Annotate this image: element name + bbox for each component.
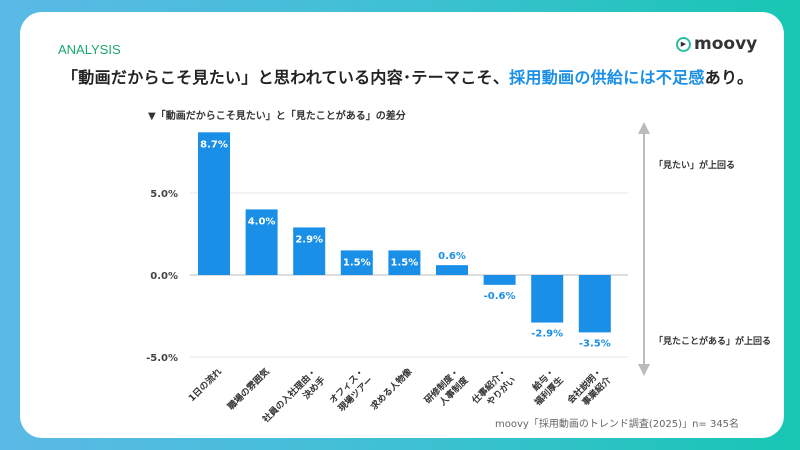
data-label: 2.9% bbox=[295, 234, 323, 245]
bar bbox=[198, 132, 230, 275]
logo: ▶ moovy bbox=[676, 34, 757, 54]
bar bbox=[245, 209, 278, 275]
headline-part1: 「動画だからこそ見たい」と思われている内容･テーマこそ、 bbox=[62, 68, 510, 87]
bar bbox=[388, 250, 421, 275]
data-label: 4.0% bbox=[248, 216, 276, 227]
x-tick-label: 仕事紹介・やりがい bbox=[469, 366, 519, 416]
section-tag: ANALYSIS bbox=[58, 42, 121, 57]
headline-highlight: 採用動画の供給には不足感 bbox=[509, 68, 705, 87]
x-tick-label: 給与・福利厚生 bbox=[523, 366, 566, 409]
bar bbox=[483, 275, 516, 285]
logo-text: moovy bbox=[694, 34, 758, 54]
y-tick-label: 0.0% bbox=[150, 271, 178, 282]
y-tick-label: -5.0% bbox=[146, 353, 178, 364]
note-seen-higher: 「見たことがある」が上回る bbox=[654, 337, 772, 347]
x-tick-label: 研修制度・人事制度 bbox=[422, 365, 471, 414]
headline: 「動画だからこそ見たい」と思われている内容･テーマこそ、採用動画の供給には不足感… bbox=[62, 64, 753, 88]
bar bbox=[293, 227, 326, 275]
x-tick-label: 職場の雰囲気 bbox=[225, 366, 272, 413]
arrow-up-icon bbox=[638, 122, 650, 134]
headline-part2: あり。 bbox=[704, 68, 754, 87]
card bbox=[20, 12, 784, 438]
y-tick-label: 5.0% bbox=[150, 189, 178, 200]
data-label: 8.7% bbox=[200, 139, 228, 150]
data-label: -3.5% bbox=[579, 338, 611, 349]
data-label: 1.5% bbox=[391, 257, 419, 268]
chart-title: ▼「動画だからこそ見たい」と「見たことがある」の差分 bbox=[148, 111, 406, 122]
arrow-down-icon bbox=[638, 364, 650, 376]
note-want-higher: 「見たい」が上回る bbox=[654, 161, 736, 171]
x-tick-label: 1日の流れ bbox=[186, 366, 224, 404]
data-label: 0.6% bbox=[438, 251, 466, 262]
play-circle-icon: ▶ bbox=[676, 36, 691, 52]
x-tick-label: オフィス・現場ツアー bbox=[327, 366, 375, 414]
bar bbox=[578, 275, 611, 333]
x-tick-label: 求める人物像 bbox=[368, 365, 415, 412]
data-label: -2.9% bbox=[531, 329, 563, 340]
data-label: -0.6% bbox=[484, 291, 516, 302]
data-label: 1.5% bbox=[343, 257, 371, 268]
bar bbox=[436, 265, 468, 275]
source-note: moovy「採用動画のトレンド調査(2025)」n= 345名 bbox=[495, 419, 740, 430]
x-tick-label: 会社説明・事業紹介 bbox=[565, 365, 614, 414]
bar bbox=[340, 250, 373, 275]
bar bbox=[531, 275, 564, 323]
